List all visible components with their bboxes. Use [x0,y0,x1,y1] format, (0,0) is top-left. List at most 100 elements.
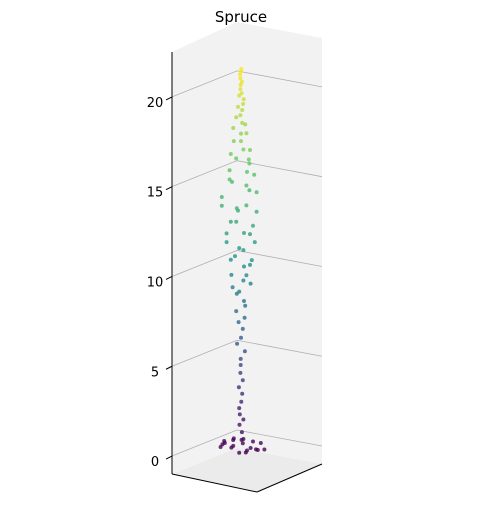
scatter-point [241,97,246,102]
scatter-point [247,188,252,193]
z-gridline [171,429,323,457]
scatter-point [248,262,252,267]
scatter-point [236,385,241,390]
scatter-point [239,139,243,144]
scatter-point [229,272,234,277]
scatter-point [239,67,244,72]
scatter-point [238,87,243,92]
scatter-point [240,441,245,446]
floor-pane [172,448,322,492]
z-tick-mark [165,455,173,460]
scatter-point [237,412,242,417]
scatter-point [239,335,243,340]
z-tick-label: 20 [147,96,164,111]
scatter-point [241,278,246,283]
scatter-point [241,248,246,253]
scatter-point [251,223,255,228]
scatter-point [242,349,247,354]
scatter-point [242,315,247,320]
scatter-point [236,104,240,109]
scatter-point [234,115,239,120]
scatter-point [219,203,224,208]
scatter-point [247,161,252,166]
z-tick-label: 10 [147,275,164,290]
scatter-point [254,209,259,214]
scatter-point [239,79,244,84]
scatter-point [239,91,244,96]
scatter-point [231,139,236,144]
scatter-point [237,246,242,251]
scatter-point [242,230,246,235]
scatter-point [244,203,249,208]
scatter-point [230,285,235,290]
scatter-point [238,113,243,118]
scatter-point [243,303,248,308]
z-gridline [171,339,323,367]
scatter-point [251,439,255,444]
z-tick-mark [165,96,173,101]
scatter-point [243,122,248,127]
scatter-point [239,399,244,404]
scatter-point [238,72,243,77]
scatter-point [242,264,246,269]
scatter-point [249,258,254,263]
z-tick-label: 5 [151,365,159,380]
scatter-point [244,131,249,136]
scatter-point [238,363,243,368]
left-pane [172,22,237,474]
scatter-point [238,370,243,375]
scatter-point [245,169,249,174]
scatter-point [258,441,263,446]
chart-title: Spruce [214,8,268,26]
scatter-point [240,326,245,331]
scatter-point [241,147,246,152]
scatter-point [254,190,259,195]
scatter-point [240,391,245,396]
scatter-points [218,67,267,455]
scatter-point [252,172,257,177]
scatter-point [248,147,252,152]
scatter-point [246,157,251,162]
scatter-point [242,299,246,303]
scatter-point [237,289,242,294]
scatter-point [234,309,239,314]
scatter-point [240,120,245,125]
right-pane [237,22,322,464]
z-axis-ticks: 0 5 10 15 20 [147,96,173,470]
scatter-point [244,273,249,278]
z-gridline [171,250,323,277]
scatter-point [219,195,224,200]
z-tick-mark [165,365,173,370]
scatter-point [228,151,233,156]
scatter-point [227,168,232,173]
scatter-point [228,257,233,262]
scatter-point [227,177,232,182]
scatter-point [234,206,239,211]
z-gridlines [171,70,323,457]
z-tick-label: 0 [151,455,159,470]
scatter-point [244,183,249,188]
scatter-point [238,356,243,361]
z-tick-mark [165,276,173,280]
scatter-point [222,438,227,443]
scatter-point [231,436,236,441]
scatter-point [239,131,243,136]
scatter-point [240,108,245,113]
axis-lines [171,52,323,493]
scatter-point [239,437,244,442]
scatter-point [239,430,244,435]
scatter-point [252,240,257,245]
front-floor-edge [171,473,258,493]
scatter-point [237,406,242,411]
scatter-point [224,240,229,245]
axes-panes [172,22,322,492]
z-gridline [171,70,323,98]
scatter-point [241,417,246,422]
scatter-point [248,445,253,450]
right-floor-edge [256,463,323,493]
scatter-point [235,341,240,346]
scatter-point [237,450,242,455]
scatter-point [234,156,239,161]
scatter-point [228,219,233,224]
scatter-point [233,254,237,259]
